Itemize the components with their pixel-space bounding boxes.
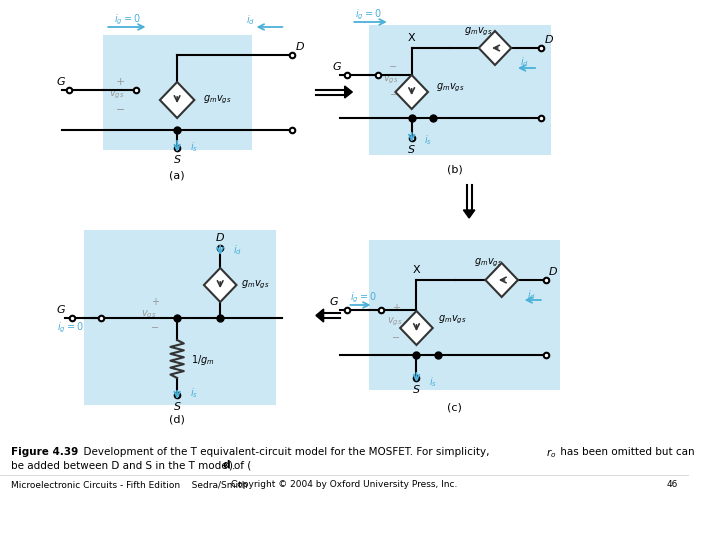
Text: X: X bbox=[408, 33, 415, 43]
Text: −: − bbox=[116, 105, 125, 115]
Text: $i_g = 0$: $i_g = 0$ bbox=[58, 321, 84, 335]
Text: (c): (c) bbox=[447, 403, 462, 413]
Text: $v_{gs}$: $v_{gs}$ bbox=[140, 309, 156, 321]
Text: $r_o$: $r_o$ bbox=[546, 447, 556, 460]
Text: +: + bbox=[116, 77, 125, 87]
Text: $g_m v_{gs}$: $g_m v_{gs}$ bbox=[241, 279, 270, 291]
Text: $g_m v_{gs}$: $g_m v_{gs}$ bbox=[464, 26, 493, 38]
Text: ).: ). bbox=[228, 460, 235, 470]
Text: $g_m v_{gs}$: $g_m v_{gs}$ bbox=[203, 94, 232, 106]
Text: d: d bbox=[222, 460, 230, 470]
Text: (d): (d) bbox=[169, 415, 185, 425]
Text: X: X bbox=[413, 265, 420, 275]
Text: $g_m v_{gs}$: $g_m v_{gs}$ bbox=[436, 82, 464, 94]
Text: Figure 4.39: Figure 4.39 bbox=[12, 447, 78, 457]
Polygon shape bbox=[204, 268, 236, 302]
Text: $i_s$: $i_s$ bbox=[424, 133, 432, 147]
Text: −: − bbox=[151, 323, 159, 333]
Text: (a): (a) bbox=[169, 170, 185, 180]
Text: 46: 46 bbox=[667, 480, 678, 489]
Text: $v_{gs}$: $v_{gs}$ bbox=[387, 316, 402, 328]
Text: $i_g = 0$: $i_g = 0$ bbox=[355, 8, 382, 22]
Polygon shape bbox=[345, 86, 352, 98]
Text: $g_m v_{gs}$: $g_m v_{gs}$ bbox=[438, 314, 467, 326]
Text: $i_s$: $i_s$ bbox=[189, 386, 198, 400]
Polygon shape bbox=[485, 263, 518, 297]
Polygon shape bbox=[464, 210, 475, 218]
Text: G: G bbox=[333, 62, 341, 72]
Text: Development of the T equivalent-circuit model for the MOSFET. For simplicity,: Development of the T equivalent-circuit … bbox=[76, 447, 492, 457]
Text: $i_d$: $i_d$ bbox=[520, 55, 529, 69]
Text: S: S bbox=[174, 402, 181, 412]
Polygon shape bbox=[395, 75, 428, 109]
FancyBboxPatch shape bbox=[369, 25, 551, 155]
Text: G: G bbox=[330, 297, 338, 307]
Text: $i_d$: $i_d$ bbox=[233, 243, 242, 257]
Text: S: S bbox=[413, 385, 420, 395]
Polygon shape bbox=[479, 31, 511, 65]
Text: G: G bbox=[57, 77, 66, 87]
Text: Microelectronic Circuits - Fifth Edition    Sedra/Smith: Microelectronic Circuits - Fifth Edition… bbox=[12, 480, 248, 489]
Text: −: − bbox=[392, 333, 400, 343]
Text: S: S bbox=[408, 145, 415, 155]
Text: $i_d$: $i_d$ bbox=[246, 13, 256, 27]
Polygon shape bbox=[160, 82, 194, 118]
Text: $i_s$: $i_s$ bbox=[189, 140, 198, 154]
Text: be added between D and S in the T model of (: be added between D and S in the T model … bbox=[12, 460, 252, 470]
Text: $i_s$: $i_s$ bbox=[429, 375, 437, 389]
Text: D: D bbox=[216, 233, 225, 243]
Polygon shape bbox=[400, 311, 433, 345]
Text: G: G bbox=[56, 305, 65, 315]
Text: D: D bbox=[549, 267, 558, 277]
FancyBboxPatch shape bbox=[84, 230, 276, 405]
Text: S: S bbox=[174, 155, 181, 165]
Polygon shape bbox=[316, 309, 323, 322]
Text: $-$: $-$ bbox=[389, 88, 398, 98]
Text: has been omitted but can: has been omitted but can bbox=[557, 447, 695, 457]
Text: $1/g_m$: $1/g_m$ bbox=[192, 353, 215, 367]
FancyBboxPatch shape bbox=[104, 35, 252, 150]
FancyBboxPatch shape bbox=[369, 240, 560, 390]
Text: +: + bbox=[392, 303, 400, 313]
Text: $i_g = 0$: $i_g = 0$ bbox=[114, 13, 140, 27]
Text: Copyright © 2004 by Oxford University Press, Inc.: Copyright © 2004 by Oxford University Pr… bbox=[231, 480, 458, 489]
Text: D: D bbox=[544, 35, 553, 45]
Text: $g_m v_{gs}$: $g_m v_{gs}$ bbox=[474, 257, 503, 269]
Text: D: D bbox=[295, 42, 304, 52]
Text: −: − bbox=[390, 62, 397, 72]
Text: $i_g = 0$: $i_g = 0$ bbox=[351, 291, 377, 305]
Text: $i_d$: $i_d$ bbox=[527, 288, 536, 302]
Text: $v_{gs}$: $v_{gs}$ bbox=[383, 74, 398, 86]
Text: +: + bbox=[151, 297, 159, 307]
Text: $v_{gs}$: $v_{gs}$ bbox=[109, 89, 125, 101]
Text: (b): (b) bbox=[447, 165, 463, 175]
